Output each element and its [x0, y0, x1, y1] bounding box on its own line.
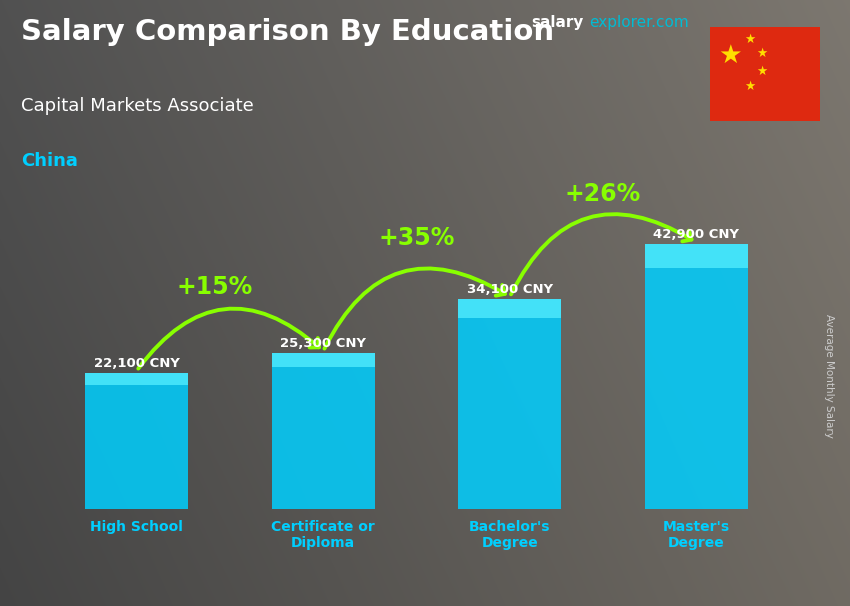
Bar	[85, 373, 188, 385]
Text: ★: ★	[745, 79, 756, 93]
Text: salary: salary	[531, 15, 584, 30]
Text: ★: ★	[756, 47, 767, 59]
Text: China: China	[21, 152, 78, 170]
Text: 22,100 CNY: 22,100 CNY	[94, 356, 179, 370]
Bar	[272, 353, 375, 367]
Bar	[458, 299, 561, 318]
Bar	[645, 244, 748, 509]
Text: Capital Markets Associate: Capital Markets Associate	[21, 97, 254, 115]
Text: ★: ★	[718, 42, 742, 68]
Text: 25,300 CNY: 25,300 CNY	[280, 337, 366, 350]
Text: ★: ★	[745, 33, 756, 45]
Bar	[458, 299, 561, 509]
Text: +15%: +15%	[177, 275, 253, 299]
Text: 34,100 CNY: 34,100 CNY	[467, 282, 552, 296]
Text: +35%: +35%	[378, 225, 455, 250]
Text: explorer.com: explorer.com	[589, 15, 688, 30]
Text: Salary Comparison By Education: Salary Comparison By Education	[21, 18, 554, 46]
Bar	[85, 373, 188, 509]
Bar	[272, 353, 375, 509]
Text: 42,900 CNY: 42,900 CNY	[654, 228, 740, 241]
Text: Average Monthly Salary: Average Monthly Salary	[824, 314, 834, 438]
Bar	[645, 244, 748, 268]
Text: +26%: +26%	[565, 182, 641, 207]
Text: ★: ★	[756, 65, 767, 78]
